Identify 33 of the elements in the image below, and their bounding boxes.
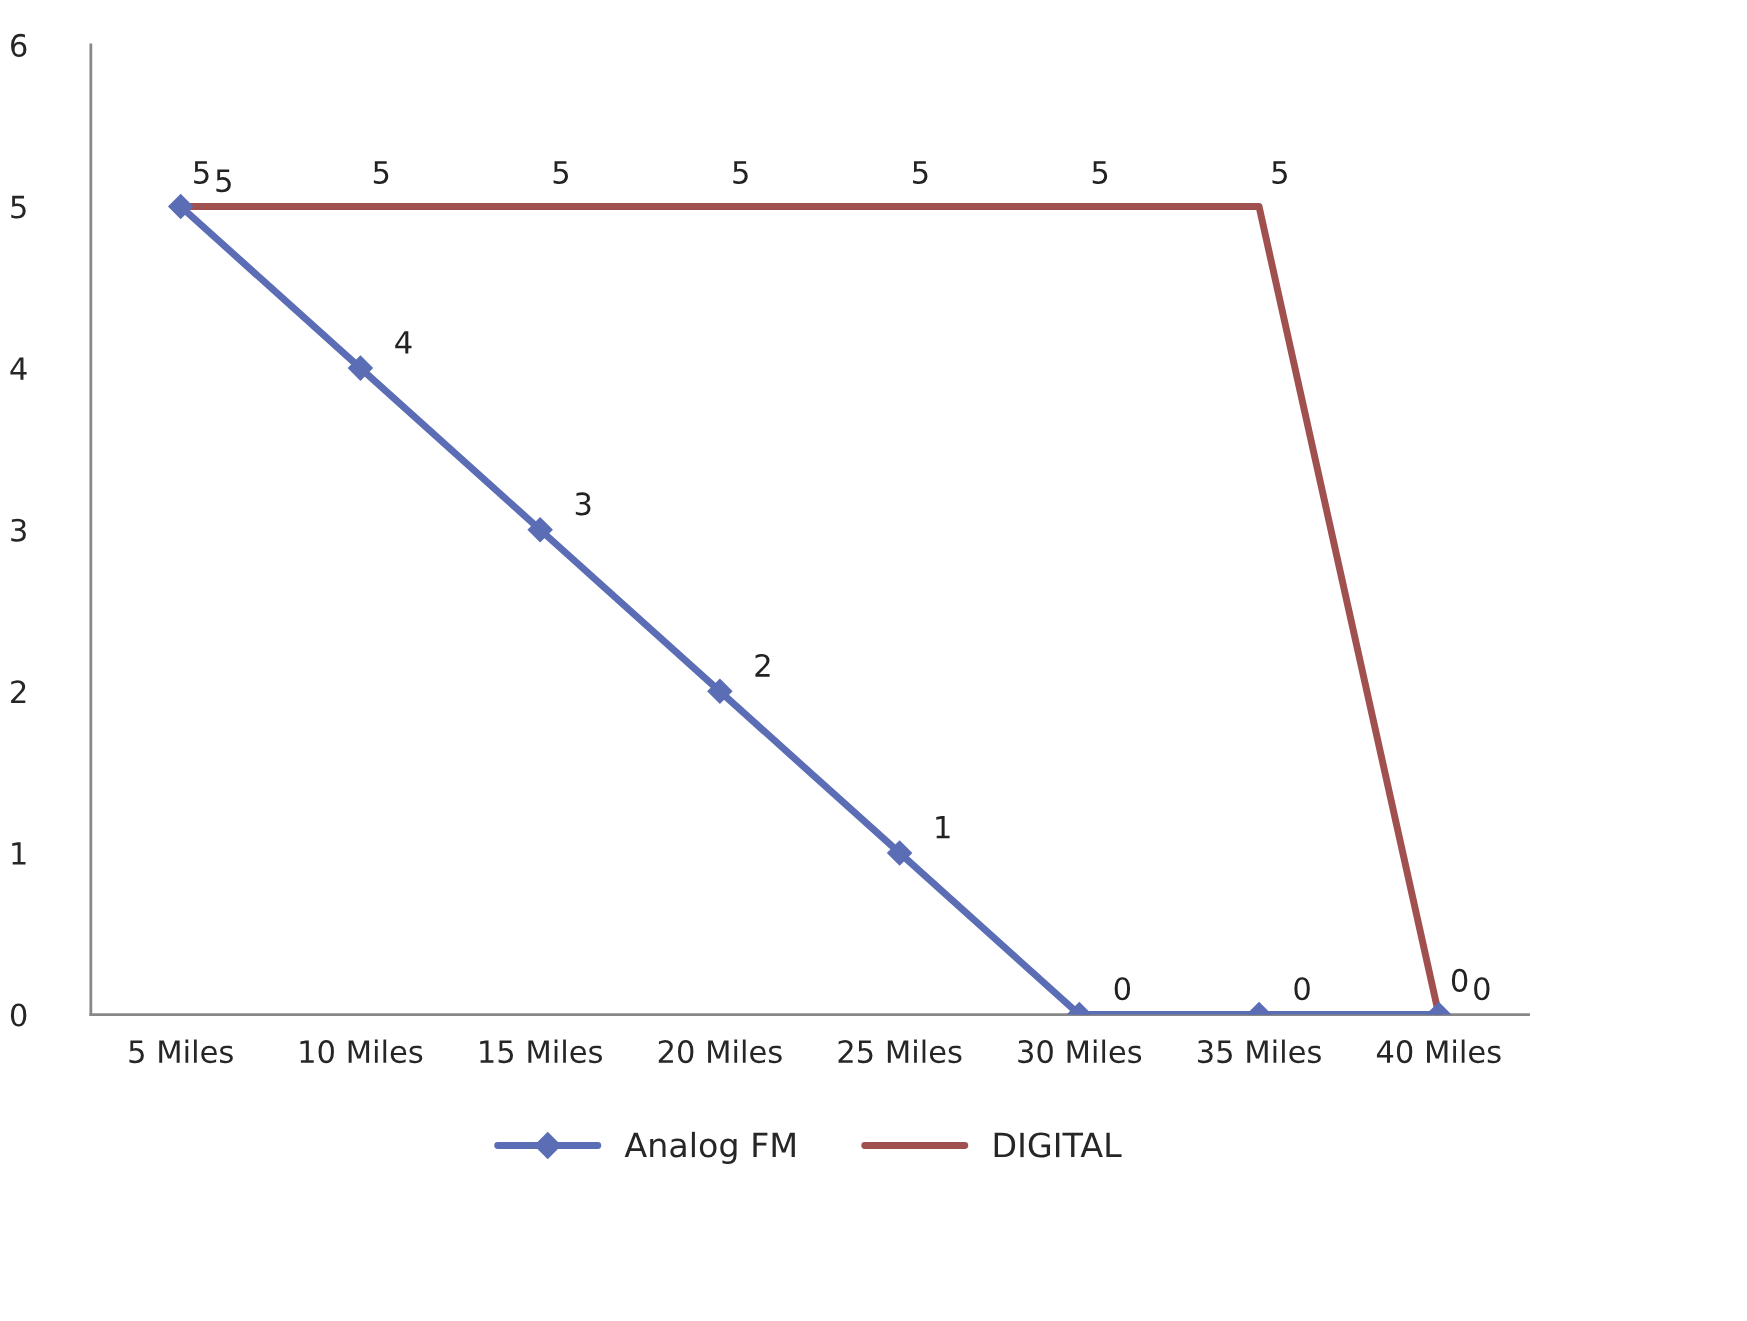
data-label: 5	[194, 161, 209, 184]
data-label: 2	[755, 653, 770, 677]
x-tick-label: 15 Miles	[480, 1039, 602, 1064]
data-label: 5	[216, 169, 231, 193]
x-tick-label: 40 Miles	[1376, 1039, 1501, 1064]
y-tick-label: 0	[10, 1003, 27, 1027]
data-label: 5	[733, 161, 748, 184]
data-label: 0	[1451, 968, 1468, 992]
x-tick-label: 10 Miles	[300, 1039, 423, 1064]
data-label: 5	[373, 161, 389, 184]
data-label: 5	[553, 161, 569, 184]
y-tick-label: 1	[12, 842, 26, 865]
data-label: 5	[1092, 161, 1108, 184]
data-label: 4	[395, 331, 412, 354]
x-tick-label: 5 Miles	[129, 1039, 233, 1064]
y-tick-label: 5	[11, 195, 26, 219]
y-tick-label: 6	[11, 33, 27, 57]
y-tick-label: 2	[11, 680, 26, 703]
data-label: 1	[936, 815, 950, 839]
y-tick-label: 3	[11, 518, 26, 542]
legend-label: DIGITAL	[994, 1132, 1122, 1158]
legend-label: Analog FM	[624, 1131, 795, 1165]
x-tick-label: 30 Miles	[1018, 1039, 1142, 1064]
data-label: 3	[575, 492, 591, 516]
data-label: 0	[1114, 977, 1131, 1001]
x-tick-label: 20 Miles	[658, 1039, 782, 1064]
data-label: 0	[1294, 977, 1310, 1001]
x-tick-label: 25 Miles	[838, 1039, 962, 1064]
data-label: 5	[1272, 161, 1287, 184]
x-tick-label: 35 Miles	[1198, 1039, 1321, 1064]
data-label: 0	[1474, 977, 1490, 1001]
data-label: 5	[913, 161, 928, 184]
y-tick-label: 4	[10, 357, 27, 380]
